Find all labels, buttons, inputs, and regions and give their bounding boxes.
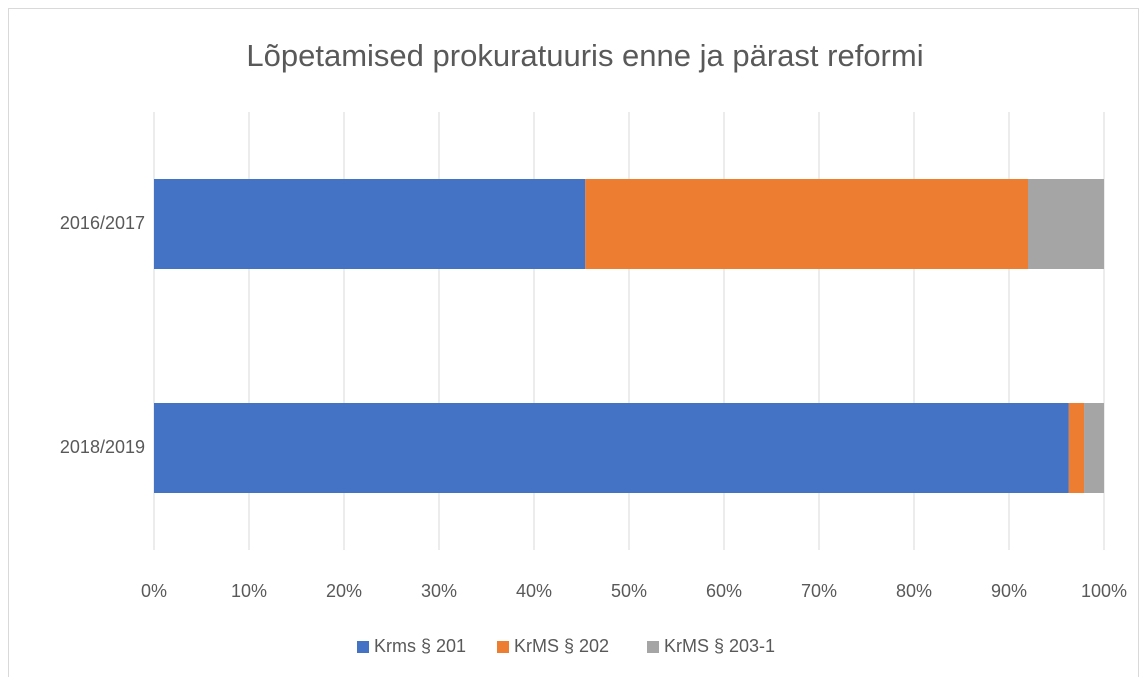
bar-segment [154, 403, 1069, 493]
legend-label: KrMS § 202 [514, 636, 609, 656]
x-tick-label: 100% [1081, 581, 1127, 601]
y-tick-label: 2018/2019 [60, 437, 145, 457]
y-tick-label: 2016/2017 [60, 213, 145, 233]
x-tick-label: 30% [421, 581, 457, 601]
legend-swatch [497, 641, 509, 653]
legend-swatch [647, 641, 659, 653]
x-tick-label: 40% [516, 581, 552, 601]
bar-segment [585, 179, 1028, 269]
chart-title: Lõpetamised prokuratuuris enne ja pärast… [246, 38, 923, 73]
legend-label: Krms § 201 [374, 636, 466, 656]
bar-segment [1068, 403, 1085, 493]
x-tick-label: 50% [611, 581, 647, 601]
legend-swatch [357, 641, 369, 653]
chart-frame [8, 8, 1139, 677]
x-tick-label: 90% [991, 581, 1027, 601]
x-tick-label: 70% [801, 581, 837, 601]
bar-segment [154, 179, 586, 269]
x-tick-label: 10% [231, 581, 267, 601]
bar-segment [1084, 403, 1104, 493]
x-tick-label: 80% [896, 581, 932, 601]
bar-segment [1028, 179, 1104, 269]
x-tick-label: 60% [706, 581, 742, 601]
x-tick-label: 0% [141, 581, 167, 601]
legend-label: KrMS § 203-1 [664, 636, 775, 656]
x-tick-label: 20% [326, 581, 362, 601]
